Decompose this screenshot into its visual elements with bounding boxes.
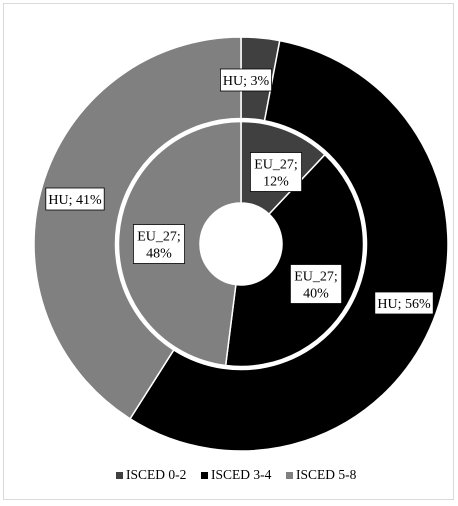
legend-label: ISCED 5-8 <box>296 467 357 482</box>
inner-ring <box>115 118 367 370</box>
legend-swatch <box>286 472 293 479</box>
slice-eu27-isced-3-4 <box>224 153 365 368</box>
data-label-text: HU; 3% <box>223 74 270 89</box>
legend-label: ISCED 0-2 <box>126 467 186 482</box>
data-labels: HU; 3%HU; 56%HU; 41%EU_27;12%EU_27;40%EU… <box>45 68 434 315</box>
legend-swatch <box>116 472 123 479</box>
data-label-text: 12% <box>263 175 289 190</box>
ring-separator <box>115 118 367 370</box>
data-label-text: EU_27; <box>294 270 338 285</box>
data-label-text: HU; 41% <box>48 193 102 208</box>
legend-label: ISCED 3-4 <box>211 467 272 482</box>
data-label-text: EU_27; <box>137 230 181 245</box>
legend-swatch <box>201 472 208 479</box>
label-eu27-0: EU_27; 12% <box>249 152 302 192</box>
label-hu-1: HU; 56% <box>374 291 434 315</box>
legend: ISCED 0-2 ISCED 3-4 ISCED 5-8 <box>116 467 357 482</box>
data-label-text: 40% <box>303 287 329 302</box>
label-hu-0: HU; 3% <box>219 68 272 92</box>
label-eu27-2: EU_27; 48% <box>132 224 185 264</box>
doughnut-chart: HU; 3%HU; 56%HU; 41%EU_27;12%EU_27;40%EU… <box>33 36 449 482</box>
label-hu-2: HU; 41% <box>45 187 105 211</box>
data-label-text: 48% <box>146 247 172 262</box>
data-label-text: EU_27; <box>254 158 298 173</box>
chart-frame: HU; 3% HU; 56% HU; 41% EU_27; 12% EU_27; 40% EU… <box>3 3 454 500</box>
donut-hole <box>200 203 282 285</box>
data-label-text: HU; 56% <box>377 297 431 312</box>
label-eu27-1: EU_27; 40% <box>289 264 342 304</box>
